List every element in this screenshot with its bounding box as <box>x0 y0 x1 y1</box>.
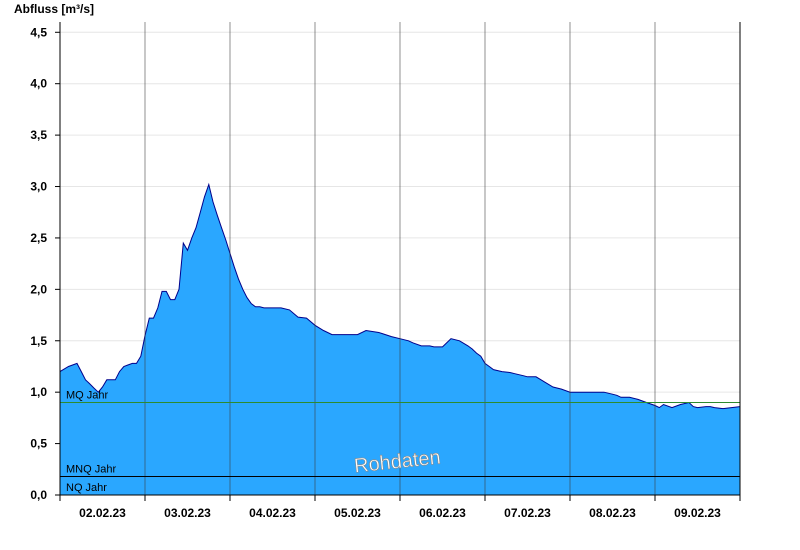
y-tick-label: 3,5 <box>30 128 47 142</box>
y-tick-label: 1,5 <box>30 334 47 348</box>
x-tick-label: 07.02.23 <box>504 506 551 520</box>
y-tick-label: 4,0 <box>30 77 47 91</box>
y-tick-label: 1,0 <box>30 385 47 399</box>
ref-line-label: MNQ Jahr <box>66 463 116 475</box>
x-tick-label: 02.02.23 <box>79 506 126 520</box>
y-tick-label: 0,5 <box>30 437 47 451</box>
y-tick-label: 2,5 <box>30 231 47 245</box>
y-tick-label: 2,0 <box>30 282 47 296</box>
x-tick-label: 05.02.23 <box>334 506 381 520</box>
y-tick-label: 3,0 <box>30 180 47 194</box>
x-tick-label: 09.02.23 <box>674 506 721 520</box>
y-axis-label: Abfluss [m³/s] <box>14 2 95 16</box>
discharge-line <box>59 182 741 410</box>
ref-line-label: NQ Jahr <box>66 482 107 494</box>
x-tick-label: 08.02.23 <box>589 506 636 520</box>
x-tick-label: 03.02.23 <box>164 506 211 520</box>
y-tick-label: 0,0 <box>30 488 47 502</box>
x-tick-label: 04.02.23 <box>249 506 296 520</box>
ref-line-label: MQ Jahr <box>66 389 109 401</box>
y-tick-label: 4,5 <box>30 25 47 39</box>
x-tick-label: 06.02.23 <box>419 506 466 520</box>
